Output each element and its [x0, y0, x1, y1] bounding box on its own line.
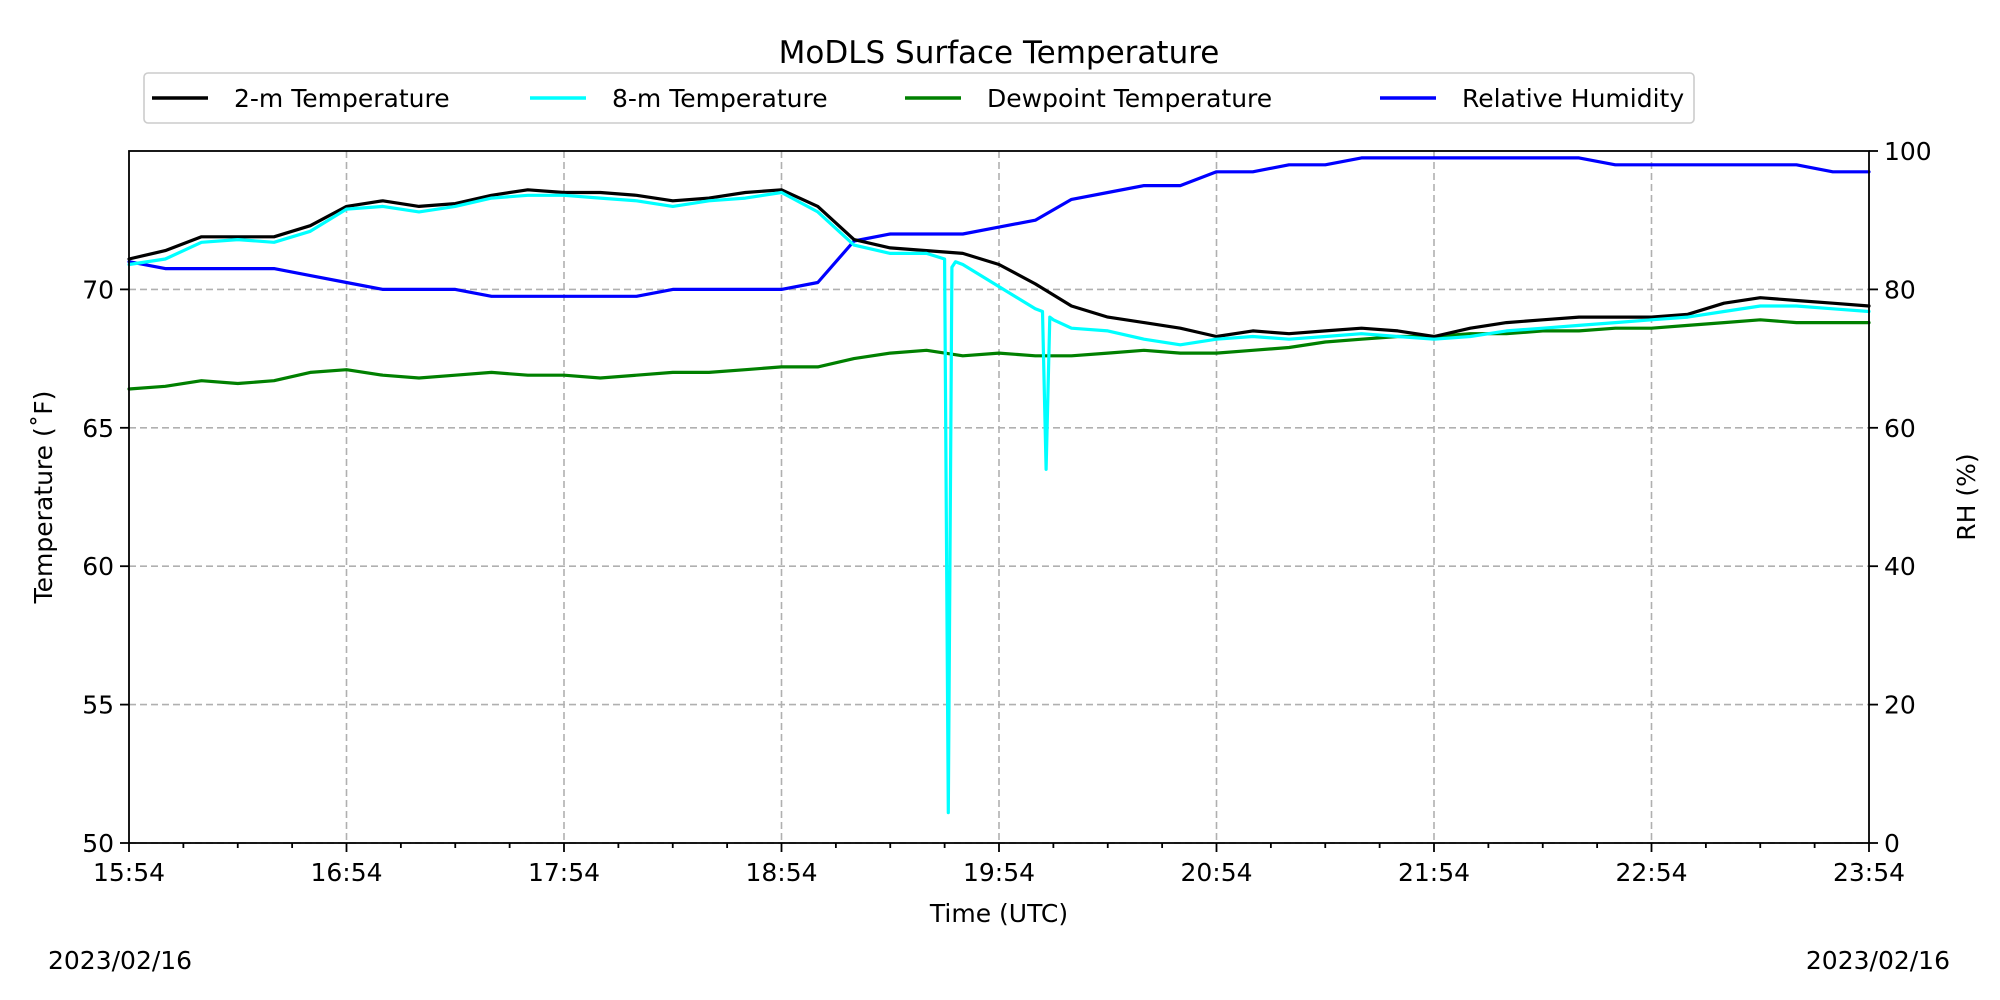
x-tick-label: 18:54 — [745, 858, 817, 887]
x-tick-label: 15:54 — [93, 858, 165, 887]
x-tick-label: 20:54 — [1180, 858, 1252, 887]
y2-tick-label: 0 — [1884, 829, 1900, 858]
x-tick-label: 17:54 — [528, 858, 600, 887]
y2-tick-label: 80 — [1884, 275, 1916, 304]
chart-title: MoDLS Surface Temperature — [779, 35, 1220, 71]
y-tick-label: 60 — [82, 552, 114, 581]
series-line-8-m-temperature — [127, 190, 1871, 815]
legend-label: 8-m Temperature — [612, 84, 828, 113]
y2-tick-label: 20 — [1884, 691, 1916, 720]
date-label-right: 2023/02/16 — [1806, 946, 1950, 975]
axis-ticks: 15:54 16:54 17:54 18:54 19:54 20:54 21:54 22:54… — [82, 137, 1932, 887]
y2-axis-label: RH (%) — [1952, 453, 1981, 540]
x-tick-label: 21:54 — [1398, 858, 1470, 887]
legend: 2-m Temperature 8-m Temperature Dewpoint T… — [143, 72, 1695, 124]
legend-items: 2-m Temperature 8-m Temperature Dewpoint T… — [152, 84, 1684, 113]
x-tick-label: 19:54 — [963, 858, 1035, 887]
series-line-dewpoint-temperature — [127, 318, 1871, 391]
x-tick-label: 22:54 — [1615, 858, 1687, 887]
series-line-2-m-temperature — [127, 188, 1871, 339]
y-tick-label: 70 — [82, 275, 114, 304]
legend-label: 2-m Temperature — [234, 84, 450, 113]
y-tick-label: 65 — [82, 414, 114, 443]
grid-lines — [129, 151, 1869, 844]
y-axis-label: Temperature (˚F) — [29, 391, 58, 605]
y-tick-label: 50 — [82, 829, 114, 858]
y2-tick-label: 60 — [1884, 414, 1916, 443]
series-line-relative-humidity — [127, 156, 1871, 298]
x-tick-label: 23:54 — [1833, 858, 1905, 887]
legend-label: Relative Humidity — [1462, 84, 1684, 113]
date-label-left: 2023/02/16 — [48, 946, 192, 975]
series-layer — [127, 156, 1871, 815]
x-axis-label: Time (UTC) — [929, 899, 1068, 928]
y2-tick-label: 100 — [1884, 137, 1932, 166]
legend-label: Dewpoint Temperature — [987, 84, 1272, 113]
y2-tick-label: 40 — [1884, 552, 1916, 581]
x-tick-label: 16:54 — [310, 858, 382, 887]
y-tick-label: 55 — [82, 691, 114, 720]
